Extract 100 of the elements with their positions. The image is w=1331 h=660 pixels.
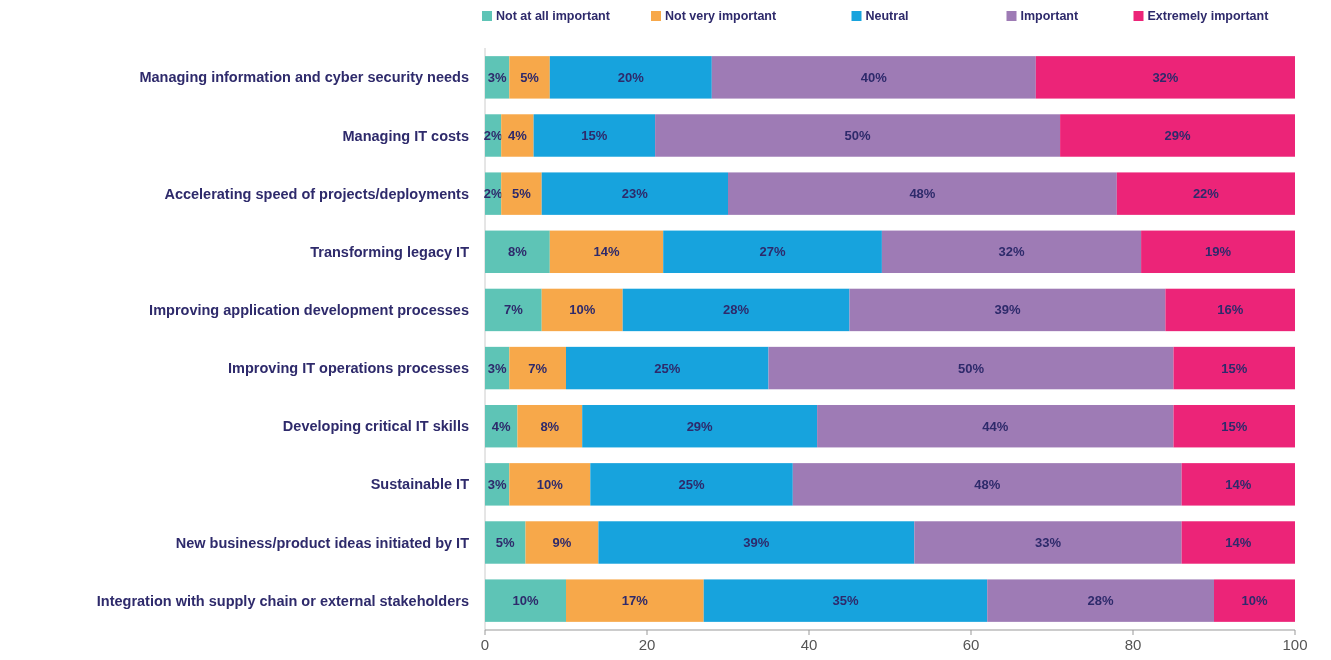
data-label: 10% [536,476,564,492]
data-label: 4% [491,418,512,434]
data-label: 8% [540,418,560,434]
data-label: 19% [1205,244,1232,260]
data-label: 3% [487,476,507,492]
bar [881,230,1142,274]
y-tick-label: Sustainable IT [370,476,470,493]
data-label: 10% [1241,593,1268,609]
data-label: 33% [1034,535,1062,551]
bar [485,230,550,274]
bar [1181,521,1295,564]
data-label: 40% [860,69,888,85]
data-label: 39% [743,535,770,551]
bar [525,521,599,564]
data-label: 32% [998,244,1025,260]
y-tick-label: Integration with supply chain or external stakeholders [96,592,469,609]
x-tick-label: 100 [1282,636,1308,653]
data-label: 29% [686,418,714,434]
data-label: 48% [974,476,1001,492]
data-label: 48% [909,186,936,202]
bar [517,404,583,448]
data-label: 14% [593,244,620,260]
data-label: 3% [487,360,507,376]
bar [1181,463,1295,506]
bar [590,463,793,506]
legend-label: Not at all important [496,9,611,23]
data-label: 27% [759,244,786,260]
bar [728,172,1117,215]
bar [549,56,712,99]
y-tick-label: Developing critical IT skills [282,418,469,435]
bar [663,230,882,274]
bar [1173,346,1295,390]
bar [549,230,664,274]
bar [541,172,728,215]
data-label: 44% [982,418,1009,434]
data-label: 8% [508,244,528,260]
data-label: 10% [512,593,539,609]
x-tick-label: 40 [800,636,818,653]
data-label: 22% [1192,186,1220,202]
y-tick-label: Managing information and cyber security needs [139,69,469,86]
bar [566,346,769,390]
x-tick-label: 80 [1124,636,1142,653]
bar [817,404,1174,448]
data-label: 50% [957,360,985,376]
bar [485,579,566,622]
data-label: 15% [1221,360,1248,376]
bar [509,346,566,390]
bar [509,463,591,506]
data-label: 14% [1225,535,1252,551]
bar [987,579,1214,622]
y-tick-label: Accelerating speed of projects/deployments [164,185,469,202]
bar [582,404,818,448]
bar [1116,172,1295,215]
bar [501,172,542,215]
data-label: 25% [678,476,705,492]
bar [1060,114,1295,157]
legend-label: Extremely important [1147,9,1270,23]
x-tick-label: 0 [480,636,490,653]
bar [711,56,1036,99]
data-label: 5% [495,535,516,551]
bar [1173,404,1295,448]
bar [541,288,623,332]
data-label: 28% [1087,593,1115,609]
data-label: 16% [1217,302,1244,318]
bar [598,521,915,564]
y-tick-label: Transforming legacy IT [310,243,470,260]
bar [509,56,550,99]
data-label: 15% [1221,418,1248,434]
data-label: 7% [528,360,548,376]
bar [1214,579,1295,622]
bar [1165,288,1295,332]
bar [914,521,1182,564]
data-label: 5% [512,186,532,202]
y-tick-label: Improving IT operations processes [228,360,469,377]
bar [533,114,656,157]
data-label: 15% [581,128,608,144]
data-label: 35% [832,593,859,609]
data-label: 5% [520,69,540,85]
bar [485,288,542,332]
x-tick-label: 60 [962,636,980,653]
data-label: 39% [994,302,1021,318]
bar [792,463,1182,506]
data-label: 23% [621,186,649,202]
data-label: 9% [552,535,572,551]
data-label: 4% [508,128,528,144]
data-label: 28% [723,302,750,318]
data-label: 29% [1164,128,1191,144]
bar [485,521,526,564]
bar [768,346,1174,390]
data-label: 50% [844,128,872,144]
data-label: 7% [503,302,524,318]
legend-label: Neutral [865,9,909,23]
data-label: 10% [569,302,596,318]
y-tick-label: Improving application development processes [149,302,469,318]
bar [703,579,988,622]
bar [655,114,1061,157]
legend-label: Important [1020,9,1079,23]
data-label: 14% [1225,476,1252,492]
bar [1141,230,1295,274]
data-label: 32% [1152,69,1179,85]
